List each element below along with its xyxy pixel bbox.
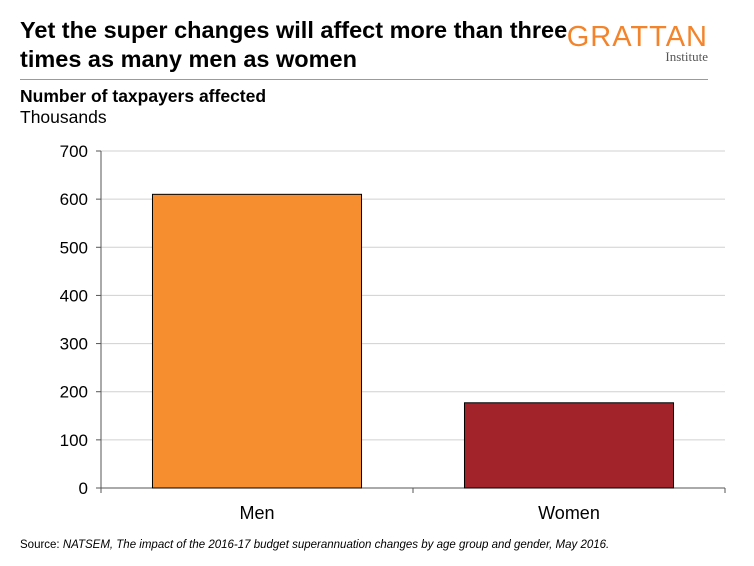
logo-wordmark: GRATTAN: [566, 21, 708, 53]
y-tick-label: 300: [60, 335, 88, 354]
grattan-logo: GRATTAN Institute: [567, 22, 708, 63]
chart-title: Yet the super changes will affect more t…: [20, 17, 568, 72]
bar-women: [463, 402, 675, 489]
chart-subtitle: Number of taxpayers affected: [20, 86, 267, 106]
x-tick-label: Men: [239, 503, 274, 523]
y-tick-label: 400: [60, 286, 88, 305]
source-note: Source: NATSEM, The impact of the 2016-1…: [20, 539, 609, 551]
y-tick-label: 200: [60, 383, 88, 402]
y-tick-label: 700: [60, 142, 88, 161]
y-tick-label: 500: [60, 238, 88, 257]
y-tick-label: 0: [79, 479, 88, 498]
y-tick-label: 100: [60, 431, 88, 450]
source-text: NATSEM, The impact of the 2016-17 budget…: [62, 539, 610, 551]
header-divider: [20, 79, 708, 80]
x-tick-label: Women: [538, 503, 600, 523]
logo-subtext: Institute: [665, 49, 708, 64]
y-tick-label: 600: [60, 190, 88, 209]
unit-label: Thousands: [20, 107, 107, 127]
bar-men: [151, 193, 363, 489]
source-prefix: Source:: [20, 539, 63, 551]
